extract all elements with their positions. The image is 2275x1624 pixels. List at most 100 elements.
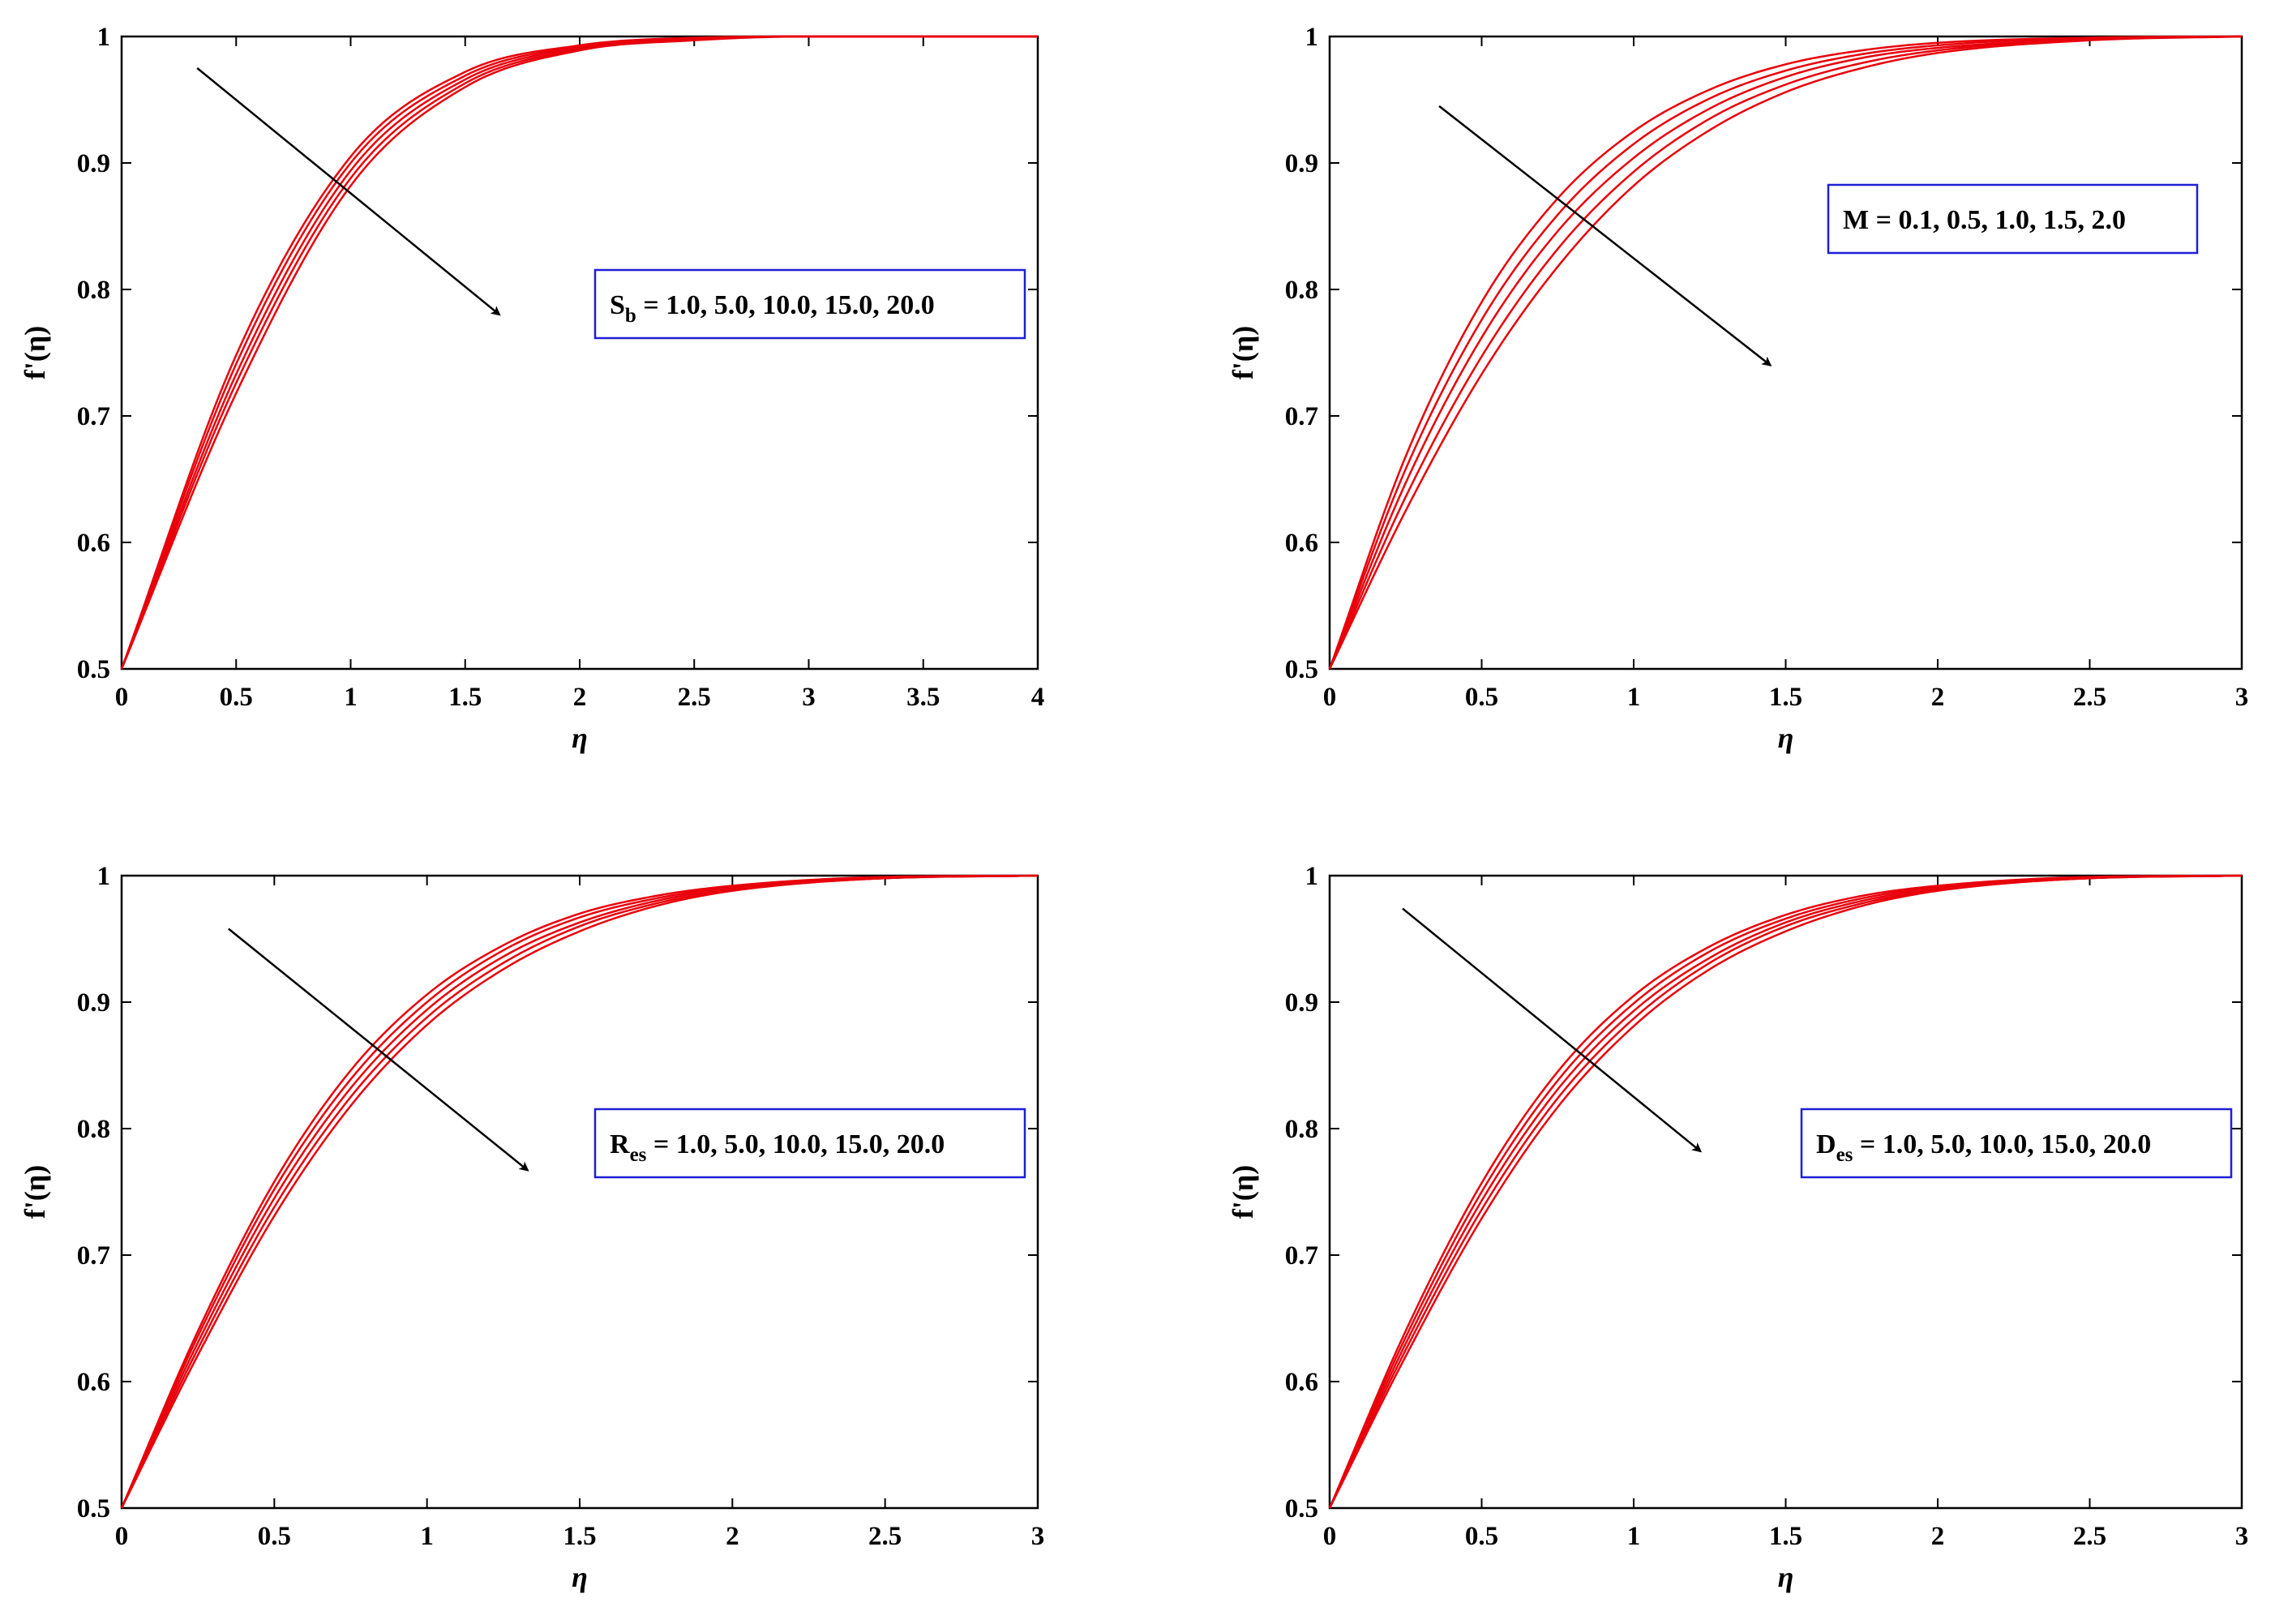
y-tick-label: 0.9 [77,988,110,1018]
y-tick-label: 0.8 [77,1115,110,1144]
series-line-4 [120,35,1038,670]
x-tick-label: 1 [1627,1522,1641,1551]
x-axis-label: η [1778,1561,1794,1593]
series-line-1 [1328,35,2243,670]
series-line-5 [1328,35,2243,670]
series-line-1 [120,35,1038,670]
y-tick-label: 1 [1305,23,1319,52]
series-line-3 [1328,874,2243,1509]
x-tick-label: 1 [420,1522,434,1551]
series-line-2 [1328,35,2243,670]
x-tick-label: 3 [802,683,816,712]
series-line-4 [1328,35,2243,670]
y-tick-label: 0.9 [1285,149,1318,178]
series-line-4 [1328,874,2243,1509]
x-tick-label: 0 [1323,683,1337,712]
legend-box: M = 0.1, 0.5, 1.0, 1.5, 2.0 [1827,183,2199,255]
chart-panel-1: 0 0.5 1 1.5 2 2.5 3 3.5 40.50.60.70.80.91ηf'(η)S… [19,23,1044,754]
y-axis-label: f'(η) [19,326,51,379]
trend-arrow [228,928,529,1172]
legend-box: Sb = 1.0, 5.0, 10.0, 15.0, 20.0 [593,268,1026,340]
y-tick-label: 1 [1305,862,1319,891]
x-tick-label: 3 [2235,683,2249,712]
x-tick-label: 2.5 [2073,683,2106,712]
x-axis-label: η [572,722,588,754]
legend-label: Sb = 1.0, 5.0, 10.0, 15.0, 20.0 [610,290,935,327]
legend-values: M = 0.1, 0.5, 1.0, 1.5, 2.0 [1843,205,2126,235]
y-tick-label: 0.6 [1285,1368,1318,1397]
plot-frame [120,35,1039,671]
x-tick-label: 2 [1931,1522,1945,1551]
series-line-3 [120,874,1039,1509]
series-line-2 [120,874,1039,1509]
legend-subscript: b [625,305,636,327]
legend-symbol: D [1816,1129,1836,1159]
series-line-1 [120,874,1039,1509]
x-tick-label: 3 [2235,1522,2249,1551]
y-tick-label: 0.7 [1285,1241,1318,1270]
y-tick-label: 0.7 [77,1241,110,1270]
x-tick-label: 0.5 [1465,683,1498,712]
x-tick-label: 2.5 [2073,1522,2106,1551]
legend-frame [1800,1108,2233,1179]
y-tick-label: 0.8 [1285,1115,1318,1144]
y-tick-label: 0.5 [1285,655,1318,684]
legend-symbol: R [610,1129,630,1159]
y-tick-label: 0.6 [1285,529,1318,558]
legend-box: Res = 1.0, 5.0, 10.0, 15.0, 20.0 [593,1108,1026,1179]
series-line-2 [120,35,1038,670]
series-line-3 [1328,35,2243,670]
x-tick-label: 1.5 [563,1522,596,1551]
plot-frame [1328,874,2243,1510]
plot-frame [1328,35,2243,671]
legend-frame [593,1108,1026,1179]
x-tick-label: 1 [1627,683,1641,712]
x-tick-label: 1 [344,683,358,712]
y-tick-label: 0.5 [1285,1494,1318,1523]
x-tick-label: 4 [1031,683,1045,712]
y-tick-label: 0.6 [77,529,110,558]
legend-label: Des = 1.0, 5.0, 10.0, 15.0, 20.0 [1816,1129,2151,1166]
x-tick-label: 2.5 [868,1522,902,1551]
x-tick-label: 0.5 [220,683,253,712]
y-tick-label: 1 [97,862,111,891]
legend-values: = 1.0, 5.0, 10.0, 15.0, 20.0 [646,1129,945,1159]
trend-arrow [1402,907,1703,1153]
x-tick-label: 3 [1031,1522,1045,1551]
trend-arrow [196,67,501,316]
y-tick-label: 0.9 [77,149,110,178]
y-tick-label: 0.8 [77,276,110,305]
legend-label: M = 0.1, 0.5, 1.0, 1.5, 2.0 [1843,205,2126,235]
y-axis-label: f'(η) [1227,1165,1259,1219]
y-tick-label: 0.7 [1285,402,1318,431]
legend-symbol: S [610,290,625,320]
y-tick-label: 0.7 [77,402,110,431]
x-tick-label: 0 [115,1522,129,1551]
legend-label: Res = 1.0, 5.0, 10.0, 15.0, 20.0 [610,1129,945,1166]
y-tick-label: 0.9 [1285,988,1318,1018]
series-line-5 [120,874,1039,1509]
y-axis-label: f'(η) [19,1165,51,1219]
legend-box: Des = 1.0, 5.0, 10.0, 15.0, 20.0 [1800,1108,2233,1179]
x-tick-label: 2 [1931,683,1945,712]
x-tick-label: 2 [726,1522,739,1551]
y-tick-label: 1 [97,23,111,52]
series-line-1 [1328,874,2243,1509]
x-tick-label: 1.5 [1769,683,1802,712]
x-tick-label: 2 [573,683,587,712]
x-tick-label: 0.5 [258,1522,291,1551]
legend-frame [593,268,1026,340]
y-tick-label: 0.8 [1285,276,1318,305]
x-tick-label: 1.5 [448,683,482,712]
series-line-3 [120,35,1038,670]
x-tick-label: 0 [115,683,129,712]
x-tick-label: 0 [1323,1522,1337,1551]
y-axis-label: f'(η) [1227,326,1259,379]
x-tick-label: 0.5 [1465,1522,1498,1551]
x-tick-label: 3.5 [906,683,940,712]
trend-arrow [1438,105,1772,366]
